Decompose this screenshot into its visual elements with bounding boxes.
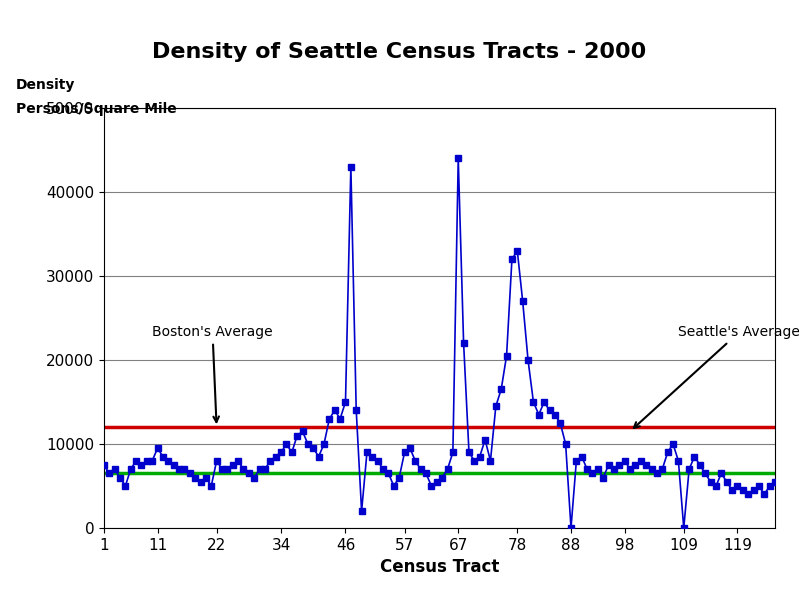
- Text: Boston's Average: Boston's Average: [152, 325, 272, 422]
- Text: Density of Seattle Census Tracts - 2000: Density of Seattle Census Tracts - 2000: [153, 42, 646, 62]
- Text: Seattle's Average: Seattle's Average: [634, 325, 799, 428]
- X-axis label: Census Tract: Census Tract: [380, 558, 499, 576]
- Text: Persons/Square Mile: Persons/Square Mile: [16, 102, 177, 116]
- Text: Density: Density: [16, 78, 75, 92]
